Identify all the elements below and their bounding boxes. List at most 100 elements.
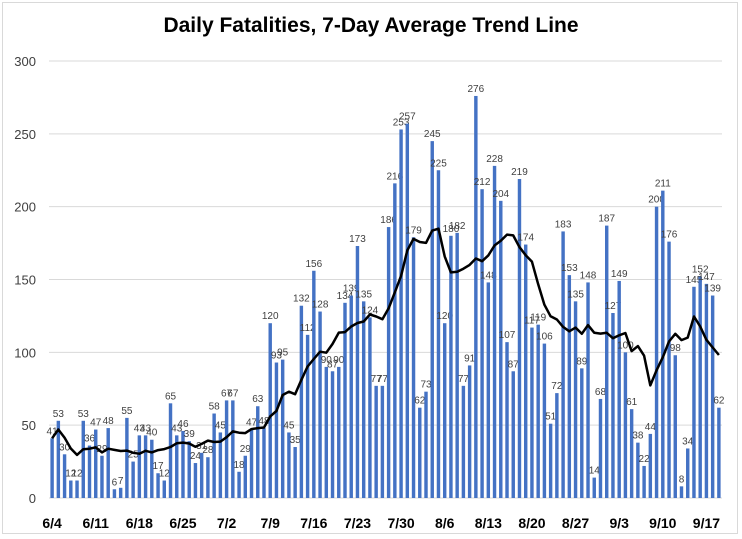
data-label: 58 (209, 402, 221, 413)
data-label: 182 (449, 221, 466, 232)
bar (661, 190, 665, 499)
bar (499, 200, 503, 498)
data-label: 51 (545, 412, 557, 423)
bar (380, 385, 385, 498)
data-label: 29 (96, 444, 108, 455)
data-label: 17 (152, 461, 164, 472)
bar (692, 286, 696, 498)
bar (337, 366, 341, 498)
data-label: 216 (387, 171, 404, 182)
bar (274, 362, 279, 498)
x-tick-label: 7/23 (344, 515, 371, 531)
bar (374, 385, 378, 498)
data-label: 153 (561, 263, 578, 274)
data-label: 176 (661, 230, 678, 241)
bar (324, 366, 329, 498)
bar (131, 461, 135, 498)
bar (305, 334, 310, 498)
data-label: 62 (713, 396, 725, 407)
data-label: 12 (71, 469, 83, 480)
bar (492, 165, 497, 498)
bar (168, 403, 173, 498)
bar (218, 432, 223, 498)
data-label: 183 (555, 219, 572, 230)
data-label: 39 (184, 429, 196, 440)
data-label: 135 (355, 289, 372, 300)
data-label: 200 (648, 195, 665, 206)
data-label: 63 (252, 394, 264, 405)
bar (343, 302, 347, 498)
bar (617, 280, 621, 498)
y-tick-label: 100 (14, 345, 36, 360)
data-label: 127 (605, 301, 622, 312)
data-label: 12 (159, 469, 171, 480)
bar (523, 244, 528, 498)
bar (648, 433, 653, 498)
bar (118, 487, 123, 498)
x-tick-label: 6/25 (169, 515, 196, 531)
data-label: 112 (300, 323, 316, 334)
bar (474, 95, 478, 499)
bar (698, 276, 702, 498)
bar (268, 323, 272, 498)
bar (605, 225, 609, 498)
bar (193, 463, 198, 498)
data-label: 147 (698, 272, 715, 283)
bar (69, 480, 73, 498)
data-label: 62 (414, 396, 426, 407)
bar (262, 428, 266, 498)
bar (598, 398, 603, 498)
data-label: 77 (458, 374, 470, 385)
bar (642, 465, 646, 498)
data-label: 139 (704, 284, 721, 295)
bar (256, 406, 260, 498)
bar (480, 189, 484, 499)
bar (442, 323, 447, 498)
bar (592, 477, 596, 498)
data-label: 68 (595, 387, 607, 398)
bar (87, 445, 92, 498)
data-label: 28 (202, 445, 214, 456)
bar (555, 393, 559, 498)
bar (467, 365, 472, 498)
data-label: 14 (589, 466, 601, 477)
data-label: 44 (645, 422, 657, 433)
data-label: 90 (321, 355, 333, 366)
bar (430, 141, 434, 498)
bar (112, 489, 117, 498)
data-label: 67 (221, 388, 233, 399)
data-label: 156 (305, 259, 322, 270)
bar (436, 170, 441, 498)
bar (586, 282, 590, 498)
data-label: 35 (290, 435, 302, 446)
x-tick-label: 6/4 (42, 515, 62, 531)
data-label: 187 (598, 214, 615, 225)
x-tick-label: 8/20 (518, 515, 545, 531)
bar (150, 439, 154, 498)
bar (667, 241, 671, 499)
data-label: 100 (617, 340, 634, 351)
data-label: 91 (464, 353, 476, 364)
data-label: 8 (679, 474, 685, 485)
data-label: 45 (283, 420, 295, 431)
data-label: 212 (474, 177, 491, 188)
bar (580, 368, 584, 498)
data-label: 145 (686, 275, 703, 286)
bar (318, 311, 322, 498)
data-label: 43 (140, 423, 152, 434)
bar (567, 275, 572, 498)
data-label: 119 (530, 313, 546, 324)
bar (411, 237, 416, 499)
data-label: 87 (508, 359, 520, 370)
bar (349, 295, 353, 498)
bar (249, 429, 254, 498)
data-label: 93 (271, 351, 283, 362)
data-label: 47 (246, 418, 258, 429)
bar (100, 455, 104, 498)
x-tick-label: 8/6 (435, 515, 455, 531)
bar (418, 407, 422, 498)
y-tick-label: 150 (14, 273, 36, 288)
bar (636, 442, 640, 498)
data-label: 43 (134, 423, 146, 434)
